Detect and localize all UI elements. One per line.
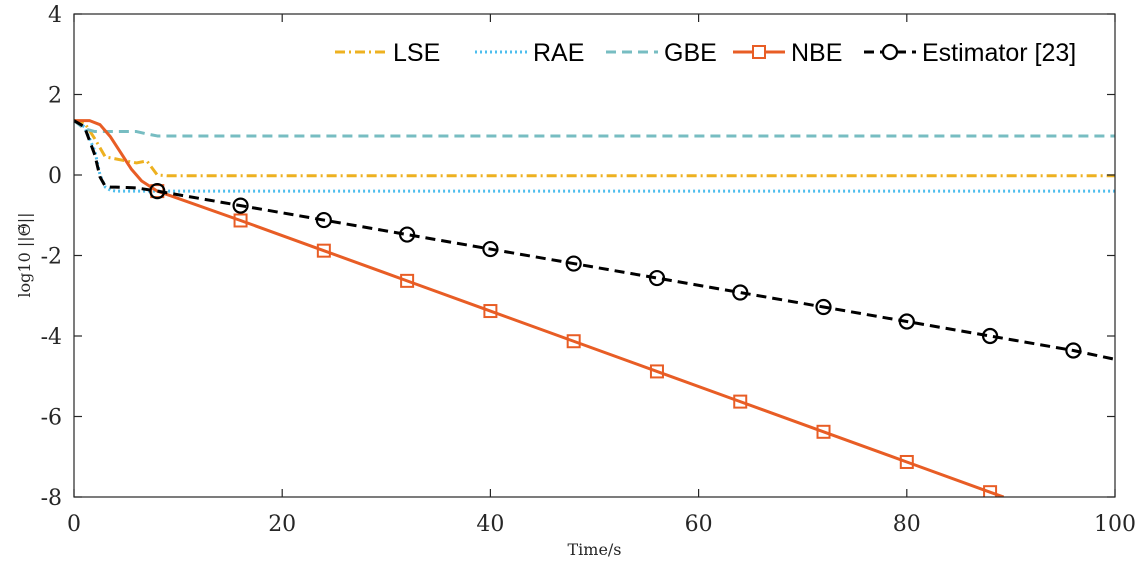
y-tick-label: 4	[48, 3, 62, 28]
legend-marker-estimator-23	[881, 43, 899, 61]
marker-nbe	[816, 424, 831, 439]
series-layer	[74, 119, 1115, 497]
y-tick-label: -4	[41, 325, 62, 350]
y-tick-label: -2	[41, 245, 62, 270]
series-line-rae	[74, 119, 1115, 193]
y-tick-label: -8	[41, 486, 62, 511]
legend: LSE RAE GBE NBE Estimator [23]	[335, 39, 1076, 67]
y-axis-title: log10 ||Θ̃||	[15, 212, 34, 297]
legend-label-estimator-23: Estimator [23]	[922, 39, 1076, 67]
marker-nbe	[233, 213, 248, 228]
marker-estimator-23	[149, 183, 166, 200]
marker-nbe	[400, 273, 415, 288]
series-line-gbe	[74, 119, 1115, 138]
legend-label-lse: LSE	[393, 39, 440, 67]
x-tick-label: 60	[685, 512, 713, 537]
y-tick-label: 2	[48, 84, 62, 109]
marker-nbe	[483, 304, 498, 319]
marker-nbe	[733, 394, 748, 409]
marker-estimator-23	[565, 255, 582, 272]
x-tick-label: 40	[476, 512, 504, 537]
marker-nbe	[566, 334, 581, 349]
marker-estimator-23	[815, 298, 832, 316]
legend-label-nbe: NBE	[791, 39, 842, 67]
marker-estimator-23	[648, 269, 666, 287]
x-tick-label: 80	[893, 512, 921, 537]
plot-frame	[73, 13, 1116, 498]
series-line-nbe	[74, 119, 1005, 497]
x-axis-title: Time/s	[567, 540, 621, 559]
legend-label-gbe: GBE	[664, 39, 717, 67]
marker-estimator-23	[981, 327, 999, 345]
legend-marker-nbe	[752, 45, 766, 59]
marker-estimator-23	[232, 197, 249, 214]
y-tick-label: -6	[41, 406, 62, 431]
x-tick-label: 20	[268, 512, 296, 537]
marker-estimator-23	[732, 284, 749, 301]
marker-estimator-23	[482, 240, 499, 258]
y-tick-label: 0	[48, 164, 62, 189]
marker-estimator-23	[399, 226, 416, 243]
marker-nbe	[899, 454, 914, 469]
x-tick-label: 100	[1094, 512, 1136, 537]
marker-estimator-23	[315, 211, 332, 229]
marker-nbe	[983, 485, 998, 497]
marker-estimator-23	[898, 313, 915, 330]
marker-nbe	[649, 364, 664, 379]
x-tick-label: 0	[67, 512, 81, 537]
marker-estimator-23	[1065, 342, 1082, 359]
series-line-estimator-23	[74, 119, 1115, 361]
series-line-lse	[74, 119, 1115, 178]
marker-nbe	[316, 243, 331, 258]
legend-label-rae: RAE	[533, 39, 584, 67]
